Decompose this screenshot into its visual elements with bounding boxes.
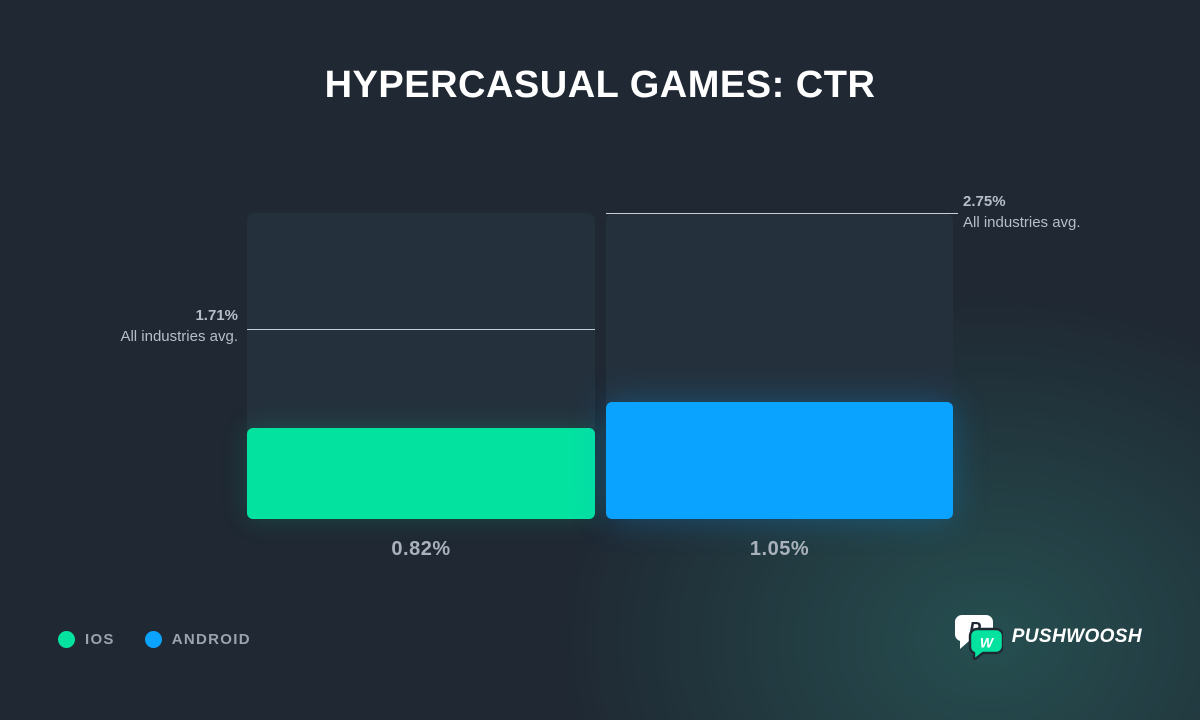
benchmark-value-ios: 1.71%: [195, 307, 238, 324]
benchmark-caption-android: All industries avg.: [963, 214, 1081, 231]
bar-ios: [247, 428, 595, 519]
legend-label-android: ANDROID: [171, 631, 251, 648]
bar-group-ios: 0.82%: [247, 213, 595, 560]
pushwoosh-wordmark: PUSHWOOSH: [1011, 626, 1142, 647]
bar-android: [606, 402, 953, 519]
pushwoosh-logo-icon: P W: [954, 615, 1003, 660]
benchmark-value-android: 2.75%: [963, 193, 1006, 210]
benchmark-caption-ios: All industries avg.: [120, 328, 238, 345]
legend-dot-android-icon: [144, 631, 162, 648]
pushwoosh-logo: P W PUSHWOOSH: [954, 614, 1142, 660]
benchmark-label-ios: 1.71% All industries avg.: [120, 305, 238, 347]
chart-title: HYPERCASUAL GAMES: CTR: [324, 64, 876, 106]
bar-value-label-ios: 0.82%: [391, 538, 451, 560]
legend-item-ios: IOS: [58, 631, 115, 648]
legend-label-ios: IOS: [85, 631, 115, 648]
legend: IOS ANDROID: [58, 631, 251, 648]
bar-value-label-android: 1.05%: [749, 538, 810, 560]
legend-item-android: ANDROID: [144, 631, 251, 648]
logo-letter-w: W: [980, 635, 995, 651]
benchmark-label-android: 2.75% All industries avg.: [963, 191, 1081, 233]
bar-group-android: 1.05%: [606, 213, 958, 560]
legend-dot-ios-icon: [58, 631, 75, 648]
benchmark-line-android: [606, 213, 958, 214]
benchmark-line-ios: [247, 329, 595, 330]
